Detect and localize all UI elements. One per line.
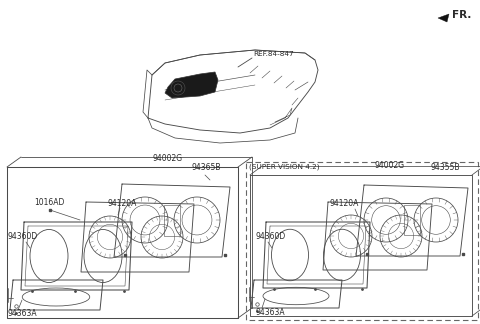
Polygon shape (165, 72, 218, 98)
Text: FR.: FR. (452, 10, 471, 20)
Circle shape (174, 84, 182, 92)
Circle shape (171, 81, 185, 95)
Text: 94355B: 94355B (431, 163, 460, 172)
Text: (SUPER VISION 4.2): (SUPER VISION 4.2) (249, 164, 320, 170)
Text: 94120A: 94120A (108, 199, 137, 208)
Bar (164, 205, 180, 236)
Text: 94363A: 94363A (256, 308, 286, 317)
Text: 94360D: 94360D (8, 232, 38, 241)
Text: 94002G: 94002G (375, 161, 405, 170)
Text: 1016AD: 1016AD (34, 198, 64, 207)
Text: REF.84-847: REF.84-847 (253, 51, 294, 57)
Text: 94365B: 94365B (192, 163, 221, 172)
Bar (246, 162, 478, 320)
Text: 94002G: 94002G (153, 154, 183, 163)
Polygon shape (438, 14, 449, 22)
Text: 94360D: 94360D (255, 232, 285, 241)
Bar (404, 205, 420, 235)
Text: 94363A: 94363A (8, 309, 37, 318)
Text: 94120A: 94120A (330, 199, 360, 208)
